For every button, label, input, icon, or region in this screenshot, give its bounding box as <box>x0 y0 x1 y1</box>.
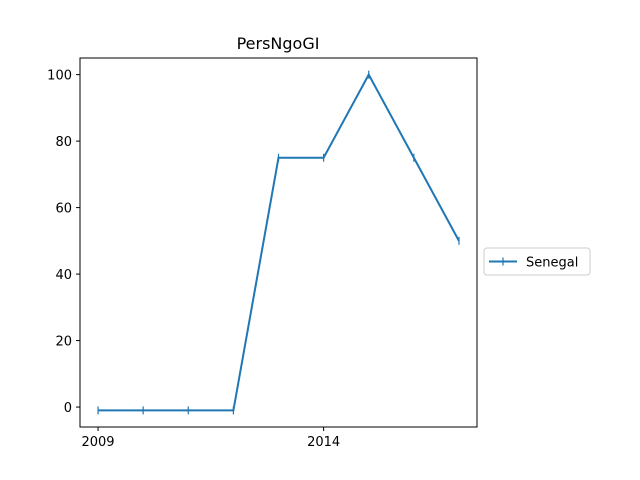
y-tick-label: 40 <box>55 268 72 283</box>
x-tick-label: 2009 <box>81 435 114 450</box>
legend-box <box>483 247 591 276</box>
legend-label: Senegal <box>526 256 578 271</box>
axes-frame <box>79 57 478 428</box>
y-tick-label: 20 <box>55 335 72 350</box>
y-tick-label: 0 <box>64 401 72 416</box>
plot-area: 0 20 40 60 80 100 2009 2014 <box>47 57 478 450</box>
legend: Senegal <box>483 247 591 276</box>
y-tick-label: 100 <box>47 69 72 84</box>
chart-title: PersNgoGI <box>237 34 320 53</box>
series-line-senegal <box>98 72 460 412</box>
y-tick-label: 80 <box>55 135 72 150</box>
x-tick-label: 2014 <box>307 435 340 450</box>
y-tick-label: 60 <box>55 202 72 217</box>
